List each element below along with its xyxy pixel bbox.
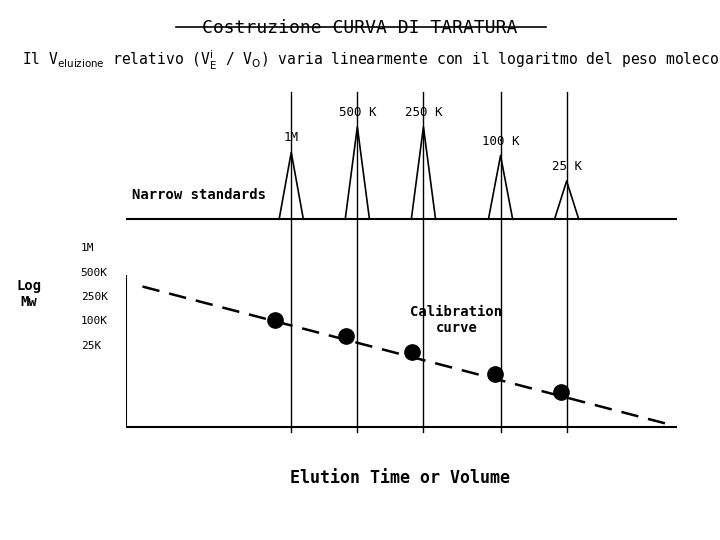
Text: 250K: 250K <box>81 292 108 302</box>
Text: Elution Time or Volume: Elution Time or Volume <box>289 469 510 487</box>
Text: 1M: 1M <box>284 131 299 144</box>
Text: 25K: 25K <box>81 341 101 350</box>
Text: 500K: 500K <box>81 268 108 278</box>
Text: Narrow standards: Narrow standards <box>132 188 266 202</box>
Text: Il V$_{\mathrm{eluizione}}$ relativo (V$_{\mathrm{E}}^{\mathrm{i}}$ / V$_{\mathr: Il V$_{\mathrm{eluizione}}$ relativo (V$… <box>22 49 720 72</box>
Text: 500 K: 500 K <box>338 106 376 119</box>
Text: 250 K: 250 K <box>405 106 442 119</box>
Text: Log
Mw: Log Mw <box>17 279 41 309</box>
Text: 100 K: 100 K <box>482 134 519 147</box>
Text: 1M: 1M <box>81 244 94 253</box>
Text: Calibration
curve: Calibration curve <box>410 305 503 335</box>
Text: 25 K: 25 K <box>552 160 582 173</box>
Text: 100K: 100K <box>81 316 108 326</box>
Text: Costruzione CURVA DI TARATURA: Costruzione CURVA DI TARATURA <box>202 19 518 37</box>
